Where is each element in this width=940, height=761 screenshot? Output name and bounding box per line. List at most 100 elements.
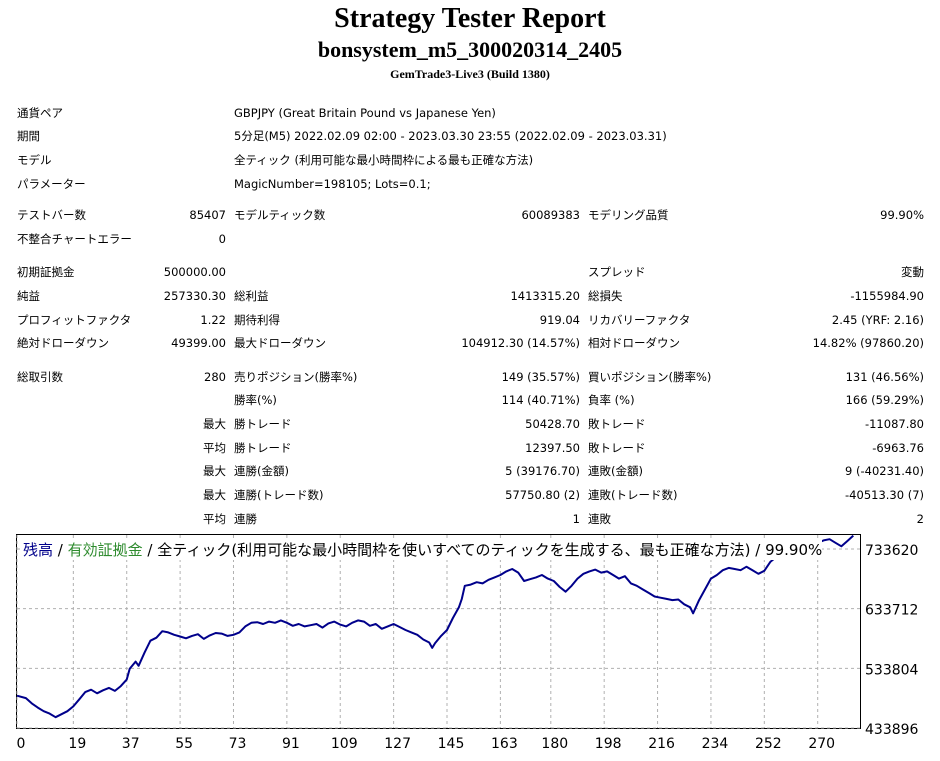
period-label: 期間 (17, 129, 40, 143)
y-tick-label: 633712 (865, 603, 918, 619)
avg-prefix-2: 平均 (203, 512, 226, 526)
ticks-label: モデルティック数 (234, 208, 326, 222)
x-tick-label: 37 (122, 736, 140, 752)
short-label: 売りポジション(勝率%) (234, 370, 358, 384)
gross-profit-label: 総利益 (234, 289, 269, 303)
report-subtitle: bonsystem_m5_300020314_2405 (317, 37, 623, 62)
deposit-label: 初期証拠金 (17, 265, 75, 279)
pf-value: 1.22 (200, 313, 226, 327)
max-cons-losses-label: 連敗(金額) (588, 464, 643, 478)
max-cons-profit-label: 連勝(トレード数) (234, 488, 324, 502)
deposit-value: 500000.00 (163, 265, 226, 279)
avg-loss-label: 敗トレード (588, 441, 646, 455)
net-value: 257330.30 (163, 289, 226, 303)
rel-dd-value: 14.82% (97860.20) (812, 336, 924, 350)
rf-value: 2.45 (YRF: 2.16) (831, 313, 924, 327)
x-tick-label: 180 (541, 736, 568, 752)
y-tick-label: 733620 (865, 543, 918, 559)
x-tick-label: 270 (808, 736, 835, 752)
x-tick-label: 55 (175, 736, 193, 752)
model-value: 全ティック (利用可能な最小時間枠による最も正確な方法) (234, 153, 534, 167)
avg-win-label: 勝トレード (234, 441, 292, 455)
x-tick-label: 0 (17, 736, 26, 752)
abs-dd-value: 49399.00 (171, 336, 226, 350)
max-cons-wins-value: 5 (39176.70) (505, 464, 580, 478)
trades-value: 280 (204, 370, 226, 384)
params-label: パラメーター (17, 177, 86, 191)
symbol-label: 通貨ペア (17, 106, 63, 120)
loss-pct-label: 負率 (%) (588, 393, 635, 407)
rf-label: リカバリーファクタ (588, 313, 691, 327)
quality-value: 99.90% (880, 208, 924, 222)
params-value: MagicNumber=198105; Lots=0.1; (234, 177, 431, 191)
largest-win-value: 50428.70 (525, 417, 580, 431)
largest-loss-label: 敗トレード (588, 417, 646, 431)
short-value: 149 (35.57%) (501, 370, 580, 384)
max-prefix-2: 最大 (203, 464, 226, 478)
max-dd-value: 104912.30 (14.57%) (461, 336, 580, 350)
spread-label: スプレッド (588, 265, 646, 279)
avg-cons-wins-value: 1 (572, 512, 580, 526)
payoff-label: 期待利得 (234, 313, 280, 327)
mismatch-value: 0 (218, 232, 226, 246)
long-label: 買いポジション(勝率%) (588, 370, 712, 384)
max-cons-wins-label: 連勝(金額) (234, 464, 289, 478)
period-value: 5分足(M5) 2022.02.09 02:00 - 2023.03.30 23… (234, 129, 667, 143)
pf-label: プロフィットファクタ (17, 313, 132, 327)
gross-profit-value: 1413315.20 (510, 289, 580, 303)
avg-cons-wins-label: 連勝 (234, 512, 257, 526)
abs-dd-label: 絶対ドローダウン (17, 336, 109, 350)
avg-loss-value: -6963.76 (872, 441, 924, 455)
largest-loss-value: -11087.80 (864, 417, 924, 431)
bars-value: 85407 (189, 208, 226, 222)
y-tick-label: 433896 (865, 722, 919, 738)
avg-win-value: 12397.50 (525, 441, 580, 455)
x-tick-label: 109 (331, 736, 358, 752)
balance-line (16, 534, 854, 719)
y-tick-label: 533804 (865, 662, 919, 678)
rel-dd-label: 相対ドローダウン (588, 336, 680, 350)
report-title: Strategy Tester Report (334, 3, 606, 34)
win-pct-value: 114 (40.71%) (501, 393, 580, 407)
x-tick-label: 73 (229, 736, 247, 752)
long-value: 131 (46.56%) (845, 370, 924, 384)
net-label: 純益 (17, 289, 40, 303)
max-cons-profit-value: 57750.80 (2) (505, 488, 580, 502)
x-tick-label: 19 (68, 736, 86, 752)
x-tick-label: 216 (648, 736, 675, 752)
legend-equity: 有効証拠金 (67, 541, 143, 559)
ticks-value: 60089383 (521, 208, 580, 222)
max-prefix-1: 最大 (203, 417, 226, 431)
mismatch-label: 不整合チャートエラー (17, 232, 132, 246)
server-info: GemTrade3-Live3 (Build 1380) (390, 67, 550, 81)
legend-sep: / (53, 541, 68, 559)
win-pct-label: 勝率(%) (234, 393, 277, 407)
symbol-value: GBPJPY (Great Britain Pound vs Japanese … (234, 106, 496, 120)
x-tick-label: 234 (702, 736, 729, 752)
x-tick-label: 163 (491, 736, 518, 752)
avg-cons-losses-label: 連敗 (588, 512, 611, 526)
avg-prefix-1: 平均 (203, 441, 226, 455)
trades-label: 総取引数 (17, 370, 63, 384)
bars-label: テストバー数 (17, 208, 86, 222)
loss-pct-value: 166 (59.29%) (845, 393, 924, 407)
avg-cons-losses-value: 2 (916, 512, 924, 526)
y-axis-labels: 433896 533804 633712 733620 (865, 543, 919, 738)
gross-loss-label: 総損失 (588, 289, 623, 303)
spread-value: 変動 (901, 265, 924, 279)
x-tick-label: 198 (595, 736, 622, 752)
gross-loss-value: -1155984.90 (850, 289, 924, 303)
max-prefix-3: 最大 (203, 488, 226, 502)
max-dd-label: 最大ドローダウン (234, 336, 326, 350)
chart-grid (16, 535, 860, 729)
x-tick-label: 252 (755, 736, 782, 752)
max-cons-loss-value: -40513.30 (7) (845, 488, 924, 502)
model-label: モデル (17, 153, 52, 167)
largest-win-label: 勝トレード (234, 417, 292, 431)
x-tick-label: 127 (384, 736, 411, 752)
x-tick-label: 91 (282, 736, 300, 752)
payoff-value: 919.04 (539, 313, 580, 327)
max-cons-losses-value: 9 (-40231.40) (845, 464, 924, 478)
legend-rest: / 全ティック(利用可能な最小時間枠を使いすべてのティックを生成する、最も正確な… (142, 541, 823, 559)
